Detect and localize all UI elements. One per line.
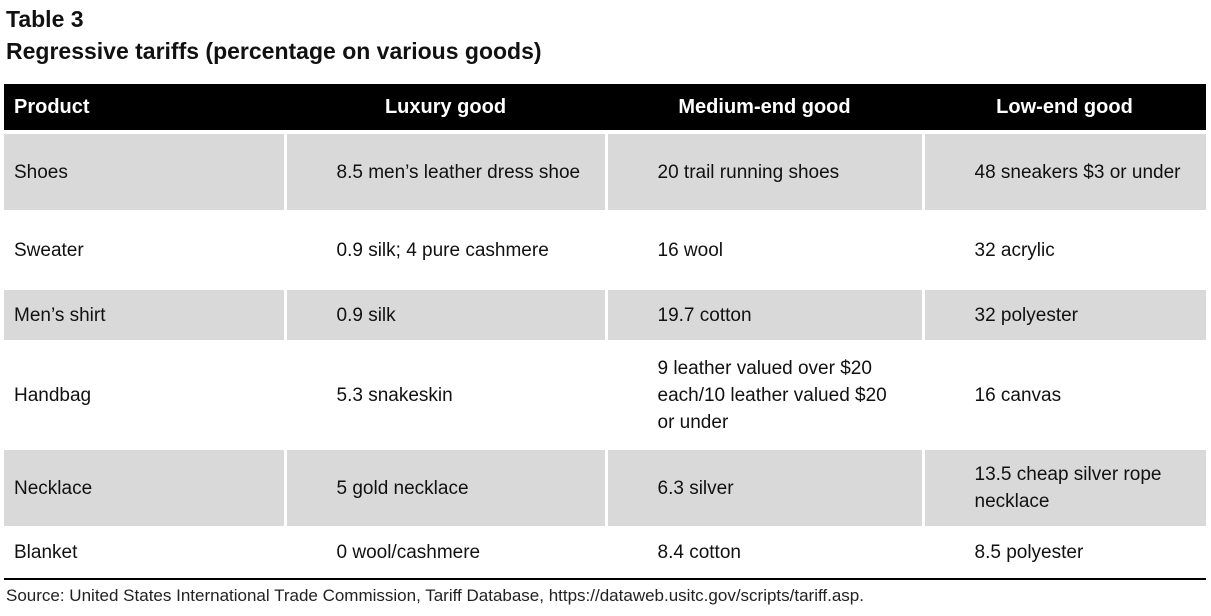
low-cell: 16 canvas: [921, 340, 1206, 450]
column-header-luxury: Luxury good: [384, 95, 507, 118]
low-cell: 13.5 cheap silver rope necklace: [921, 450, 1206, 526]
luxury-cell: 0 wool/cashmere: [283, 526, 606, 578]
product-cell: Men’s shirt: [14, 304, 106, 326]
column-header-medium: Medium-end good: [678, 95, 851, 118]
source-note: Source: United States International Trad…: [6, 586, 864, 605]
column-header-product: Product: [14, 95, 90, 118]
table-row-shoes: Shoes 8.5 men’s leather dress shoe 20 tr…: [4, 130, 1206, 210]
table-row-mens-shirt: Men’s shirt 0.9 silk 19.7 cotton 32 poly…: [4, 290, 1206, 340]
low-cell: 48 sneakers $3 or under: [921, 130, 1206, 210]
product-cell: Shoes: [4, 130, 285, 210]
table-title: Regressive tariffs (percentage on variou…: [6, 38, 542, 64]
product-cell: Sweater: [14, 239, 84, 261]
medium-cell: 8.4 cotton: [604, 526, 923, 578]
product-cell: Handbag: [14, 384, 92, 406]
low-cell: 32 acrylic: [921, 210, 1206, 290]
medium-cell: 9 leather valued over $20 each/10 leathe…: [604, 340, 923, 450]
medium-cell: 19.7 cotton: [604, 290, 923, 340]
luxury-cell: 5 gold necklace: [283, 450, 606, 526]
table-row-necklace: Necklace 5 gold necklace 6.3 silver 13.5…: [4, 450, 1206, 526]
product-cell: Necklace: [14, 477, 93, 499]
medium-cell: 16 wool: [604, 210, 923, 290]
table-header-row: Product Luxury good Medium-end good Low-…: [4, 84, 1206, 132]
table-row-blanket: Blanket 0 wool/cashmere 8.4 cotton 8.5 p…: [4, 526, 1206, 578]
luxury-cell: 5.3 snakeskin: [283, 340, 606, 450]
low-cell: 32 polyester: [921, 290, 1206, 340]
column-header-low: Low-end good: [996, 95, 1133, 118]
tariff-table: Product Luxury good Medium-end good Low-…: [4, 84, 1206, 578]
table-row-handbag: Handbag 5.3 snakeskin 9 leather valued o…: [4, 340, 1206, 450]
product-cell: Blanket: [14, 541, 78, 563]
medium-cell: 6.3 silver: [604, 450, 923, 526]
table-bottom-rule: [4, 578, 1206, 580]
luxury-cell: 8.5 men’s leather dress shoe: [283, 130, 606, 210]
luxury-cell: 0.9 silk: [283, 290, 606, 340]
table-row-sweater: Sweater 0.9 silk; 4 pure cashmere 16 woo…: [4, 210, 1206, 290]
medium-cell: 20 trail running shoes: [604, 130, 923, 210]
low-cell: 8.5 polyester: [921, 526, 1206, 578]
table-label: Table 3: [6, 6, 84, 32]
luxury-cell: 0.9 silk; 4 pure cashmere: [283, 210, 606, 290]
